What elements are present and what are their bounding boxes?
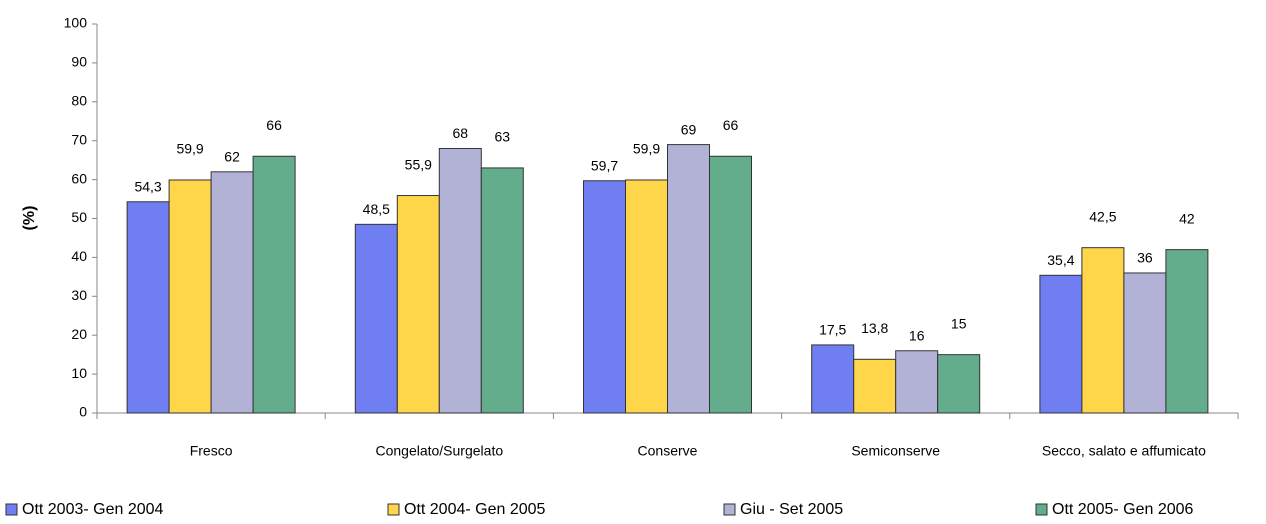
y-tick-label: 50 <box>71 209 87 225</box>
legend-label: Ott 2005- Gen 2006 <box>1052 501 1194 518</box>
value-label: 17,5 <box>819 322 846 338</box>
value-label: 36 <box>1137 250 1153 266</box>
value-label: 59,9 <box>633 141 660 157</box>
value-label: 59,9 <box>176 141 203 157</box>
bar <box>709 155 752 414</box>
bar <box>895 350 939 414</box>
value-label: 13,8 <box>861 320 888 336</box>
y-tick-label: 20 <box>71 326 87 342</box>
bar <box>438 147 482 414</box>
y-tick-label: 70 <box>71 131 87 147</box>
bar <box>625 179 668 414</box>
legend-label: Ott 2004- Gen 2005 <box>404 501 546 518</box>
value-label: 48,5 <box>363 201 390 217</box>
bar <box>1039 274 1083 414</box>
bar <box>168 179 212 414</box>
value-label: 59,7 <box>591 157 618 173</box>
y-tick-label: 0 <box>79 404 87 420</box>
bar <box>126 201 170 414</box>
bar <box>1165 249 1209 414</box>
legend-swatch <box>1035 503 1048 516</box>
value-label: 35,4 <box>1047 252 1074 268</box>
legend-label: Giu - Set 2005 <box>740 501 843 518</box>
value-label: 54,3 <box>134 178 161 194</box>
y-tick-label: 10 <box>71 365 87 381</box>
value-label: 62 <box>224 149 240 165</box>
y-tick-label: 90 <box>71 54 87 70</box>
x-tick-label: Secco, salato e affumicato <box>1042 443 1206 459</box>
bar <box>1081 247 1125 414</box>
value-label: 16 <box>909 327 925 343</box>
bar <box>480 167 524 414</box>
bar <box>937 354 981 414</box>
bar <box>396 195 440 414</box>
x-tick-label: Conserve <box>638 443 698 459</box>
value-label: 69 <box>681 121 697 137</box>
y-tick-label: 100 <box>64 15 88 31</box>
value-label: 42,5 <box>1089 208 1116 224</box>
y-tick-label: 80 <box>71 93 87 109</box>
bar <box>1123 272 1167 414</box>
bar <box>210 171 254 414</box>
y-tick-label: 40 <box>71 248 87 264</box>
bar <box>853 358 897 414</box>
value-label: 66 <box>266 117 282 133</box>
value-label: 63 <box>495 129 511 145</box>
x-tick-label: Congelato/Surgelato <box>375 443 503 459</box>
legend-swatch <box>5 503 18 516</box>
y-axis-label: (%) <box>21 206 38 231</box>
bar <box>354 223 398 414</box>
legend-swatch <box>723 503 736 516</box>
value-label: 15 <box>951 315 967 331</box>
bar <box>811 344 855 414</box>
legend-swatch <box>387 503 400 516</box>
bar <box>583 180 626 414</box>
legend-label: Ott 2003- Gen 2004 <box>22 501 164 518</box>
value-label: 55,9 <box>405 156 432 172</box>
value-label: 68 <box>453 125 469 141</box>
y-tick-label: 60 <box>71 170 87 186</box>
y-tick-label: 30 <box>71 287 87 303</box>
bar <box>252 155 296 414</box>
bar <box>667 144 710 414</box>
value-label: 42 <box>1179 210 1195 226</box>
x-tick-label: Fresco <box>190 443 233 459</box>
x-tick-label: Semiconserve <box>851 443 940 459</box>
value-label: 66 <box>723 117 739 133</box>
